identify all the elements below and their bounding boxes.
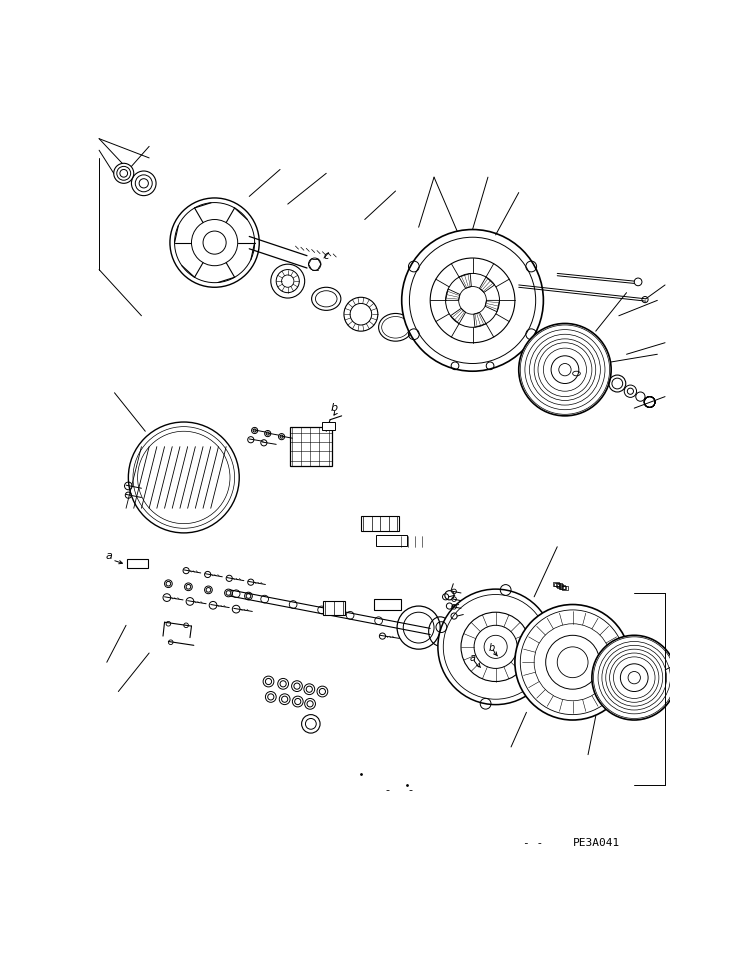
Bar: [556, 584, 562, 587]
Text: - -: - -: [523, 838, 543, 848]
Text: c: c: [323, 251, 329, 262]
Bar: [553, 582, 559, 586]
Bar: [323, 602, 344, 615]
Text: b: b: [330, 403, 338, 413]
Text: b: b: [489, 643, 495, 654]
Bar: [559, 585, 565, 588]
Bar: [290, 428, 332, 466]
Bar: [127, 560, 149, 568]
Bar: [376, 534, 407, 546]
Circle shape: [515, 605, 630, 720]
Circle shape: [518, 324, 611, 416]
Circle shape: [438, 589, 554, 705]
Circle shape: [170, 198, 259, 287]
Text: PE3A041: PE3A041: [573, 838, 620, 848]
Text: -: -: [409, 785, 413, 795]
Bar: [374, 599, 401, 611]
Circle shape: [128, 422, 239, 533]
Text: a: a: [105, 551, 113, 561]
Bar: [322, 422, 335, 429]
Bar: [554, 583, 560, 586]
Circle shape: [592, 636, 677, 720]
Bar: [562, 586, 568, 590]
Text: a: a: [470, 654, 476, 664]
Bar: [361, 516, 400, 532]
Bar: [557, 585, 563, 588]
Text: -: -: [386, 785, 390, 795]
Bar: [560, 586, 566, 589]
Circle shape: [402, 229, 543, 371]
